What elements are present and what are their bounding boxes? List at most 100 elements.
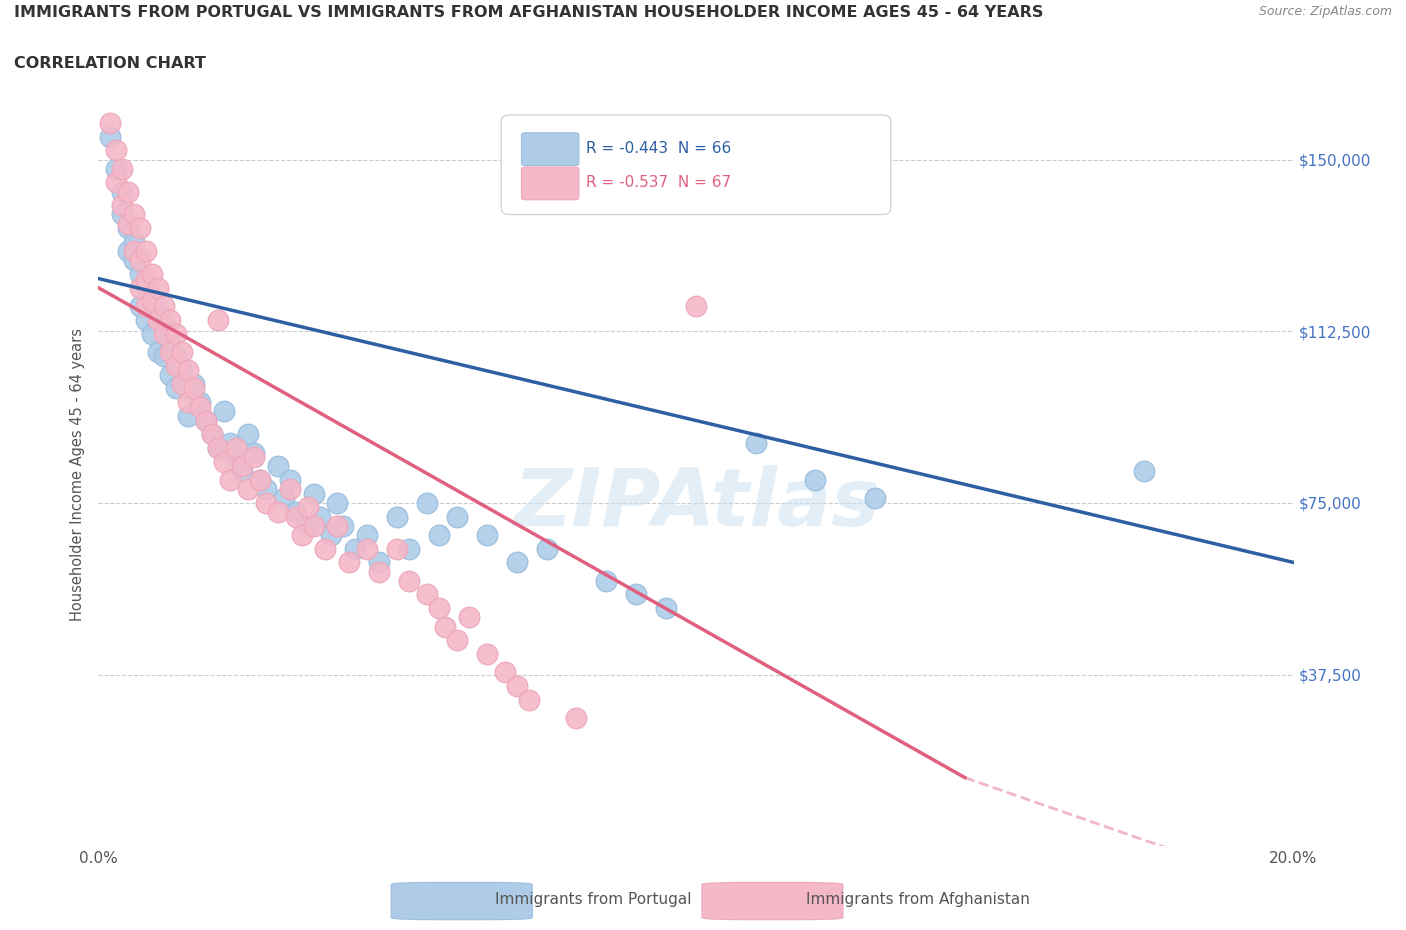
Point xyxy=(308,510,330,525)
Point xyxy=(297,500,319,515)
Point xyxy=(165,381,187,396)
Point xyxy=(446,632,468,647)
Point xyxy=(117,220,139,235)
Point xyxy=(385,510,409,525)
Point xyxy=(517,692,540,707)
Point xyxy=(207,441,229,456)
Point xyxy=(129,280,152,295)
Point xyxy=(165,326,187,341)
Y-axis label: Householder Income Ages 45 - 64 years: Householder Income Ages 45 - 64 years xyxy=(70,327,86,621)
Point xyxy=(368,555,391,570)
Text: ZIPAtlas: ZIPAtlas xyxy=(513,465,879,543)
Point xyxy=(326,496,349,511)
Point xyxy=(105,143,128,158)
Point xyxy=(315,541,337,556)
Point xyxy=(159,312,181,327)
Point xyxy=(427,601,450,616)
FancyBboxPatch shape xyxy=(501,115,891,215)
Point xyxy=(165,358,187,373)
Point xyxy=(135,244,157,259)
Point xyxy=(188,399,211,414)
Point xyxy=(172,363,194,378)
Text: Immigrants from Afghanistan: Immigrants from Afghanistan xyxy=(806,892,1029,908)
Point xyxy=(356,541,378,556)
Point xyxy=(141,289,163,304)
Point xyxy=(595,573,617,588)
Point xyxy=(458,610,481,625)
Point xyxy=(225,450,247,465)
Point xyxy=(685,299,707,313)
Point xyxy=(153,349,176,364)
Point xyxy=(655,601,678,616)
Point xyxy=(105,161,128,176)
Point xyxy=(398,541,420,556)
Point xyxy=(117,216,139,231)
Point xyxy=(278,482,301,497)
Point xyxy=(195,413,218,428)
Point xyxy=(124,234,146,249)
Point xyxy=(148,344,170,359)
Point xyxy=(117,244,139,259)
Point xyxy=(332,518,354,533)
Point xyxy=(249,472,271,487)
Text: R = -0.537  N = 67: R = -0.537 N = 67 xyxy=(586,175,731,190)
Point xyxy=(506,679,529,694)
Point xyxy=(745,436,768,451)
Point xyxy=(183,381,205,396)
Text: R = -0.443  N = 66: R = -0.443 N = 66 xyxy=(586,141,731,156)
Point xyxy=(188,394,211,409)
Point xyxy=(1133,463,1156,478)
Point xyxy=(321,527,343,542)
Text: IMMIGRANTS FROM PORTUGAL VS IMMIGRANTS FROM AFGHANISTAN HOUSEHOLDER INCOME AGES : IMMIGRANTS FROM PORTUGAL VS IMMIGRANTS F… xyxy=(14,5,1043,20)
Point xyxy=(207,441,229,456)
Point xyxy=(212,454,235,469)
Point xyxy=(339,555,360,570)
Point xyxy=(434,619,457,634)
Point xyxy=(111,161,134,176)
Point xyxy=(148,312,170,327)
Point xyxy=(141,294,163,309)
Point xyxy=(385,541,409,556)
Point xyxy=(207,312,229,327)
Point xyxy=(129,267,152,282)
Text: CORRELATION CHART: CORRELATION CHART xyxy=(14,56,205,71)
Point xyxy=(153,299,176,313)
Point xyxy=(356,527,378,542)
Point xyxy=(201,427,224,442)
Point xyxy=(626,587,648,602)
Point xyxy=(105,175,128,190)
Point xyxy=(111,184,134,199)
FancyBboxPatch shape xyxy=(522,167,579,200)
Point xyxy=(201,427,224,442)
Point xyxy=(177,363,200,378)
Point xyxy=(475,646,498,661)
Point xyxy=(475,527,498,542)
Point xyxy=(195,413,218,428)
Point xyxy=(804,472,827,487)
Point xyxy=(148,303,170,318)
Point xyxy=(398,573,420,588)
Point xyxy=(153,317,176,332)
Point xyxy=(225,441,247,456)
Point xyxy=(177,408,200,423)
Point xyxy=(297,518,319,533)
Point xyxy=(302,486,325,501)
Point xyxy=(278,472,301,487)
Point xyxy=(536,541,558,556)
Point xyxy=(231,458,253,473)
Point xyxy=(135,312,157,327)
Point xyxy=(100,115,122,130)
Point xyxy=(183,377,205,392)
Point xyxy=(124,207,146,222)
Point xyxy=(159,335,181,350)
Point xyxy=(267,458,290,473)
Point xyxy=(141,267,163,282)
Point xyxy=(129,220,152,235)
Point xyxy=(153,326,176,341)
Point xyxy=(302,518,325,533)
Point xyxy=(172,344,194,359)
Point xyxy=(117,184,139,199)
Text: Source: ZipAtlas.com: Source: ZipAtlas.com xyxy=(1258,5,1392,18)
Point xyxy=(249,472,271,487)
Point xyxy=(165,349,187,364)
